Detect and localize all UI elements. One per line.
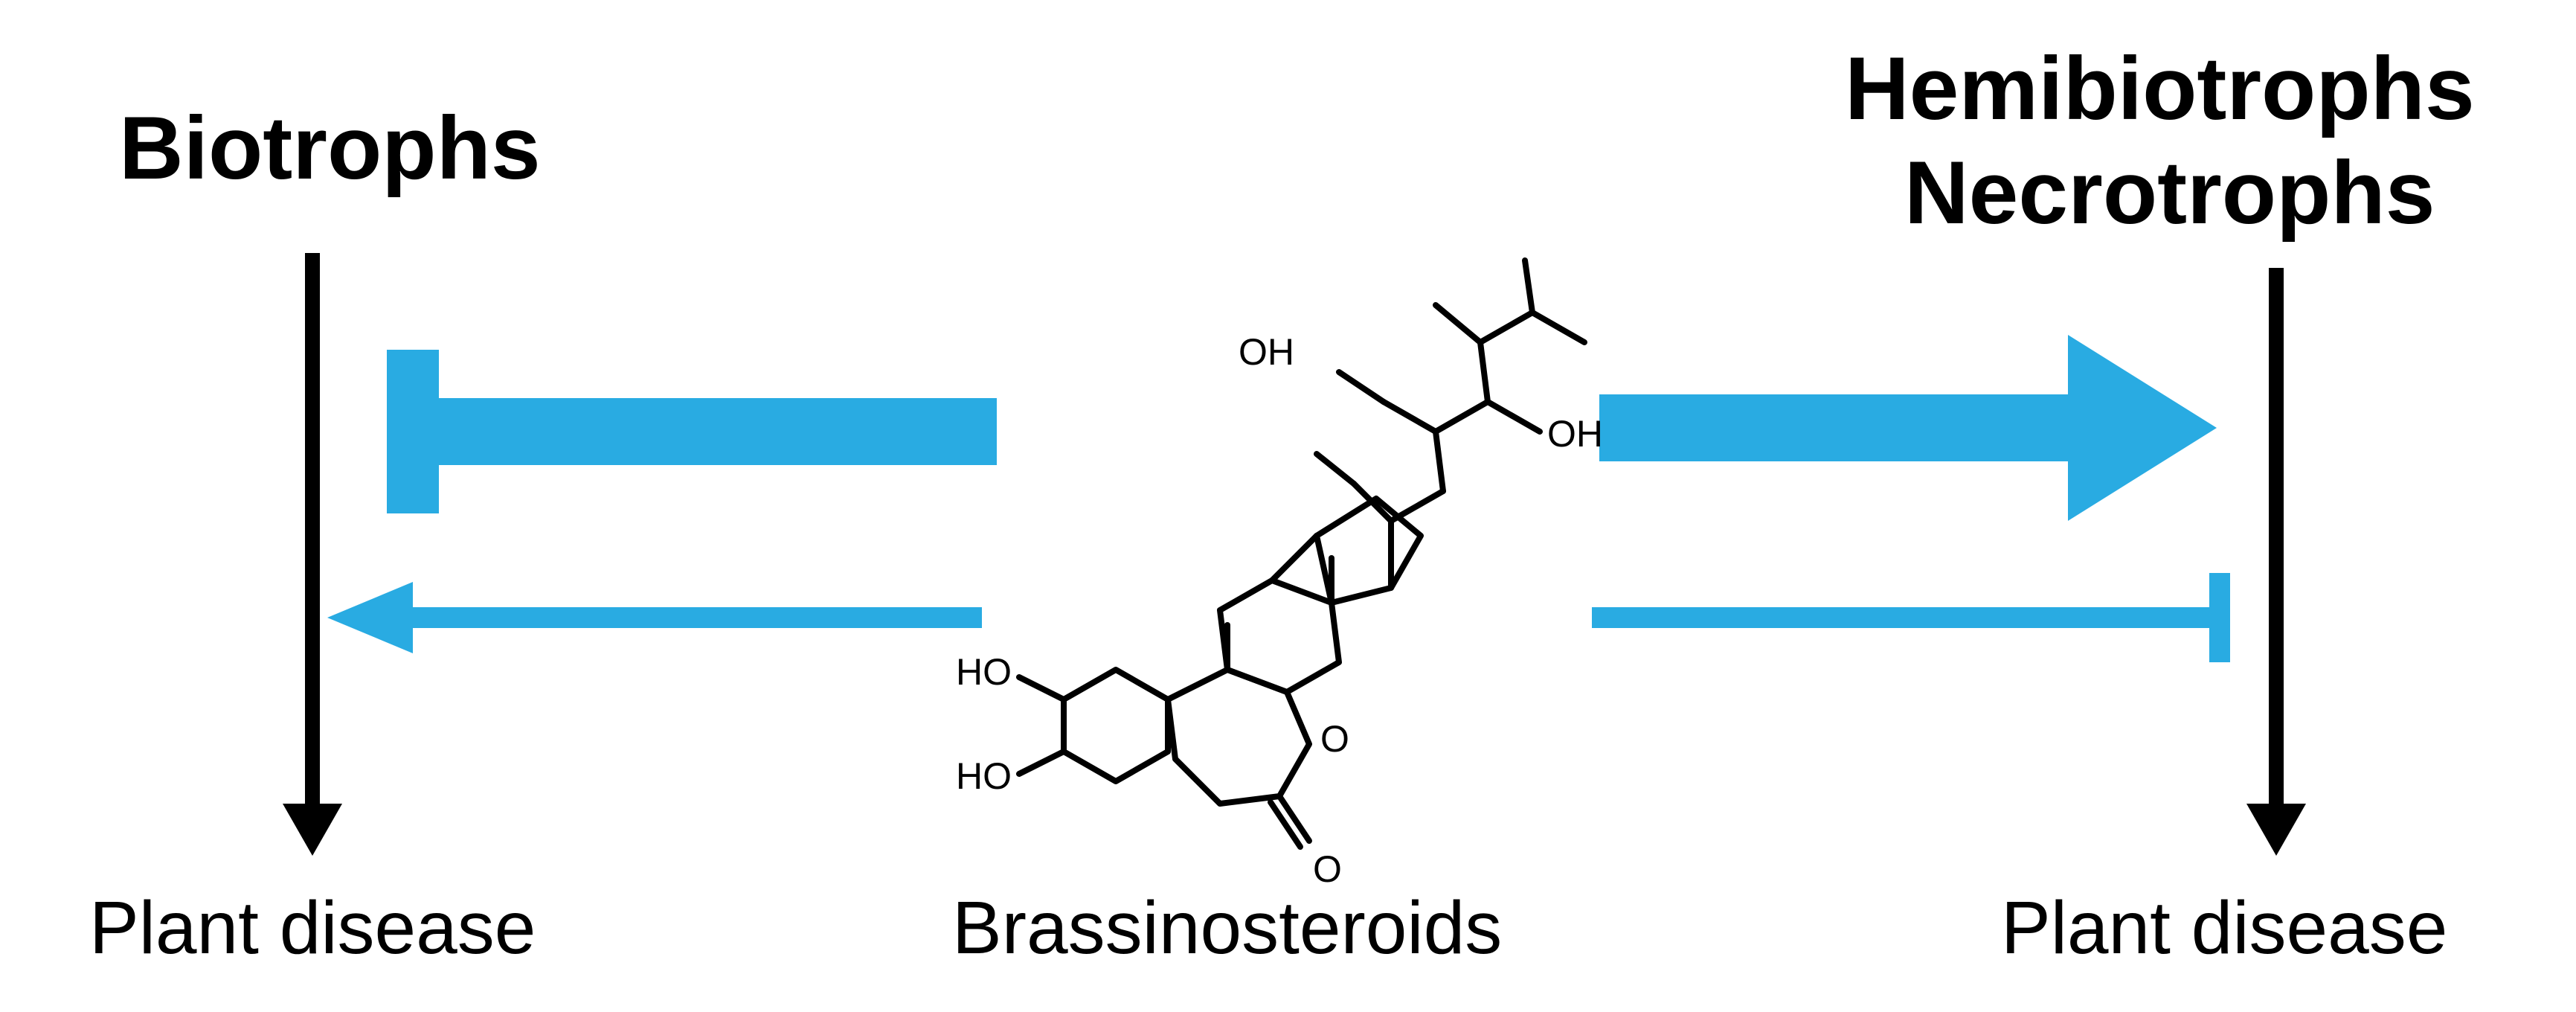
arrow-blue-thin-inhibit-right (1592, 573, 2230, 662)
label-HO-1: HO (956, 651, 1012, 693)
label-OH-2: OH (1547, 413, 1603, 455)
diagram-svg: OH OH HO HO O O (0, 0, 2576, 1012)
label-HO-2: HO (956, 755, 1012, 797)
label-O-double: O (1313, 848, 1342, 890)
arrow-blue-thick-right (1599, 335, 2217, 521)
molecule-structure (1019, 260, 1584, 847)
diagram-stage: Biotrophs Hemibiotrophs Necrotrophs Bras… (0, 0, 2576, 1012)
label-OH-1: OH (1239, 331, 1294, 373)
arrow-left-black (283, 253, 342, 856)
label-O-ring: O (1320, 718, 1349, 760)
arrow-blue-thick-inhibit-left (387, 350, 997, 513)
arrow-right-black (2246, 268, 2306, 856)
arrow-blue-thin-left (327, 582, 982, 653)
